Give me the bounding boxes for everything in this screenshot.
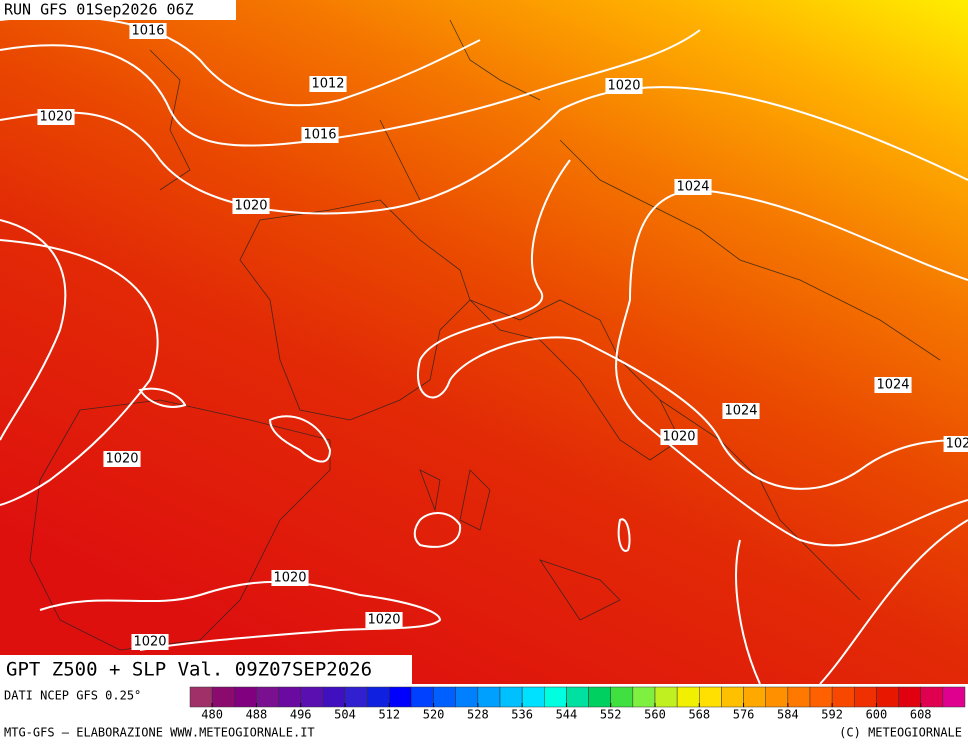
colorbar-label: 488 xyxy=(246,708,268,722)
colorbar-label: 504 xyxy=(334,708,356,722)
isobar-label-box xyxy=(301,127,339,143)
isobar-label: 1020 xyxy=(662,430,695,445)
isobar-label-box xyxy=(232,198,270,214)
colorbar-label: 496 xyxy=(290,708,312,722)
data-source: DATI NCEP GFS 0.25° xyxy=(4,689,141,703)
colorbar: 480 488 496 504 512 520 528 536 544 552 560 568 576 5… xyxy=(189,686,966,722)
title: GPT Z500 + SLP Val. 09Z07SEP2026 xyxy=(6,659,372,681)
colorbar-swatch xyxy=(898,686,921,708)
colorbar-label: 512 xyxy=(378,708,400,722)
colorbar-swatch xyxy=(809,686,833,708)
colorbar-label: 584 xyxy=(777,708,799,722)
colorbar-swatch xyxy=(256,686,279,708)
isobar-label-box xyxy=(129,23,167,39)
colorbar-swatch xyxy=(765,686,789,708)
borders xyxy=(29,19,941,651)
isobar-label: 1020 xyxy=(234,199,267,214)
isobar-label: 102 xyxy=(946,437,968,452)
colorbar-swatch xyxy=(234,686,257,708)
isobar-label-box xyxy=(874,377,912,393)
isobar-label: 1024 xyxy=(724,404,757,419)
isobar-label-box xyxy=(37,109,75,125)
isobar-label: 1016 xyxy=(131,24,164,39)
colorbar-swatch xyxy=(521,686,545,708)
colorbar-label: 592 xyxy=(821,708,843,722)
isobar-label-box xyxy=(271,570,309,586)
colorbar-swatch xyxy=(433,686,456,708)
colorbar-swatch xyxy=(654,686,678,708)
isobar-label-box xyxy=(131,634,169,650)
colorbar-swatch xyxy=(300,686,324,708)
colorbar-swatch xyxy=(389,686,412,708)
map-field xyxy=(0,0,968,684)
colorbar-swatch xyxy=(477,686,501,708)
isobar-label: 1020 xyxy=(105,452,138,467)
colorbar-swatch xyxy=(366,686,390,708)
run-box xyxy=(0,0,236,20)
colorbar-swatch xyxy=(610,686,634,708)
run-label: RUN GFS 01Sep2026 06Z xyxy=(4,1,194,19)
colorbar-label: 520 xyxy=(423,708,445,722)
colorbar-swatch xyxy=(211,686,235,708)
isobar-label: 1020 xyxy=(133,635,166,650)
colorbar-swatch xyxy=(854,686,877,708)
isobar-label: 1024 xyxy=(676,180,709,195)
colorbar-swatch xyxy=(189,686,213,708)
colorbar-swatch xyxy=(920,686,944,708)
colorbar-label: 560 xyxy=(644,708,666,722)
isobar-label-box xyxy=(943,436,968,452)
footer-left: MTG-GFS — ELABORAZIONE WWW.METEOGIORNALE… xyxy=(4,726,315,740)
colorbar-swatch xyxy=(499,686,523,708)
isobar-label-box xyxy=(103,451,141,467)
colorbar-swatch xyxy=(942,686,966,708)
isobar-label: 1024 xyxy=(876,378,909,393)
isobar-label-box xyxy=(660,429,698,445)
colorbar-swatch xyxy=(632,686,656,708)
colorbar-swatch xyxy=(544,686,567,708)
colorbar-swatch xyxy=(322,686,346,708)
colorbar-swatch xyxy=(699,686,722,708)
colorbar-label: 480 xyxy=(201,708,223,722)
colorbar-swatch xyxy=(676,686,700,708)
title-box xyxy=(0,655,412,684)
colorbar-label: 536 xyxy=(511,708,533,722)
footer-right: (C) METEOGIORNALE xyxy=(839,726,962,740)
colorbar-label: 608 xyxy=(910,708,932,722)
colorbar-swatch xyxy=(876,686,899,708)
colorbar-label: 552 xyxy=(600,708,622,722)
isobar-label: 1020 xyxy=(39,110,72,125)
isobar-label-box xyxy=(605,78,643,94)
colorbar-swatch xyxy=(411,686,434,708)
colorbar-swatch xyxy=(743,686,766,708)
colorbar-label: 544 xyxy=(556,708,578,722)
isobar-label-box xyxy=(365,612,403,628)
isobar-label: 1020 xyxy=(607,79,640,94)
isobar-label: 1016 xyxy=(303,128,336,143)
colorbar-swatch xyxy=(344,686,368,708)
isobar-label: 1020 xyxy=(273,571,306,586)
isobar-label-box xyxy=(309,76,347,92)
isobar-label: 1012 xyxy=(311,77,344,92)
isobar-labels: 1016 1012 1020 1016 1020 1024 1020 1024 1024 1020… xyxy=(37,23,968,650)
colorbar-swatch xyxy=(721,686,744,708)
colorbar-label: 600 xyxy=(866,708,888,722)
colorbar-label: 528 xyxy=(467,708,489,722)
colorbar-swatch xyxy=(588,686,611,708)
colorbar-swatch xyxy=(831,686,855,708)
colorbar-swatch xyxy=(455,686,479,708)
colorbar-swatch xyxy=(278,686,301,708)
isobar-label-box xyxy=(674,179,712,195)
isobar-label-box xyxy=(722,403,760,419)
colorbar-label: 568 xyxy=(688,708,710,722)
colorbar-swatch xyxy=(566,686,589,708)
isobar-label: 1020 xyxy=(367,613,400,628)
colorbar-swatch xyxy=(787,686,811,708)
colorbar-label: 576 xyxy=(733,708,755,722)
